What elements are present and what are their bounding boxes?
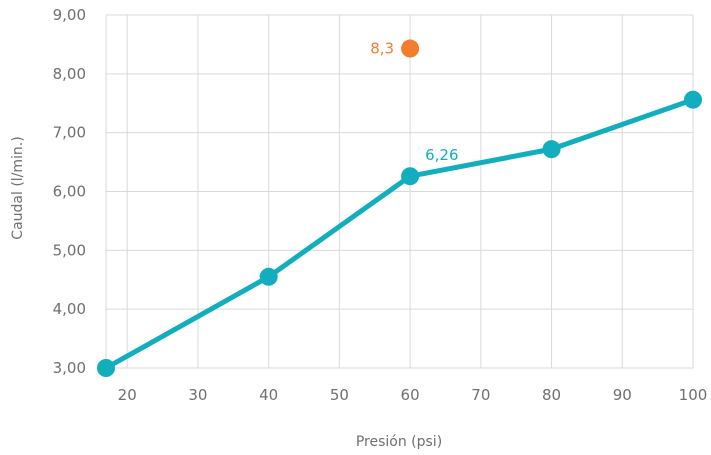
data-point xyxy=(259,267,278,286)
y-axis-ticks: 3,00 4,00 5,00 6,00 7,00 8,00 9,00 xyxy=(53,6,86,377)
data-point xyxy=(684,90,702,109)
x-tick-label: 80 xyxy=(542,386,561,404)
y-tick-label: 9,00 xyxy=(53,6,86,24)
data-label: 6,26 xyxy=(425,146,458,164)
x-tick-label: 20 xyxy=(118,386,137,404)
series-layer: 6,26 8,3 xyxy=(97,39,702,377)
y-tick-label: 6,00 xyxy=(53,183,86,201)
y-tick-label: 5,00 xyxy=(53,241,86,259)
x-tick-label: 60 xyxy=(401,386,420,404)
y-tick-label: 4,00 xyxy=(53,300,86,318)
grid xyxy=(105,14,694,369)
x-tick-label: 40 xyxy=(259,386,278,404)
y-axis-label: Caudal (l/min.) xyxy=(10,136,26,239)
data-point xyxy=(401,167,420,186)
x-tick-label: 90 xyxy=(613,386,632,404)
x-tick-label: 50 xyxy=(330,386,349,404)
series-line xyxy=(103,97,696,371)
data-point xyxy=(97,359,115,377)
x-axis-ticks: 20 30 40 50 60 70 80 90 100 xyxy=(118,386,708,404)
series-1: 8,3 xyxy=(370,39,420,58)
x-axis-label: Presión (psi) xyxy=(356,434,442,450)
data-point xyxy=(401,39,420,58)
y-tick-label: 7,00 xyxy=(53,124,86,142)
series-0: 6,26 xyxy=(97,90,702,377)
x-tick-label: 70 xyxy=(471,386,490,404)
x-tick-label: 100 xyxy=(679,386,708,404)
data-label: 8,3 xyxy=(370,40,394,58)
data-point xyxy=(542,140,561,159)
y-tick-label: 8,00 xyxy=(53,65,86,83)
x-tick-label: 30 xyxy=(188,386,207,404)
y-tick-label: 3,00 xyxy=(53,359,86,377)
